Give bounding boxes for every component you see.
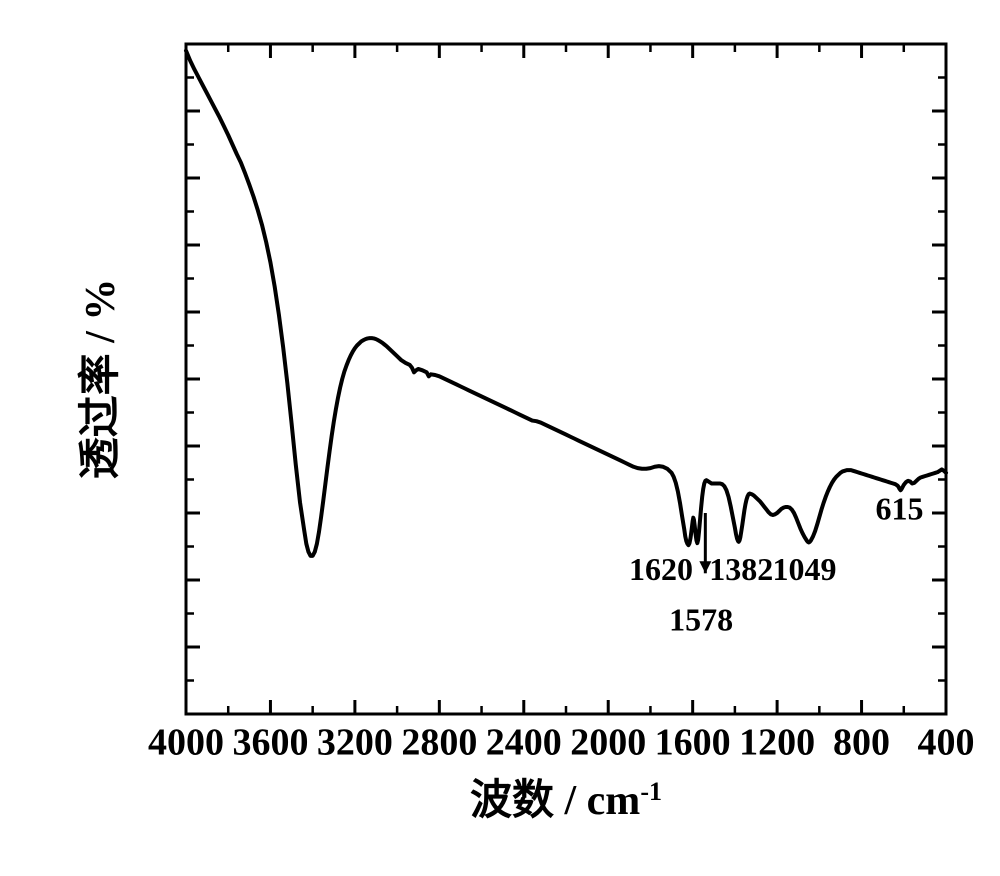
x-tick-label: 1200: [739, 721, 815, 763]
x-tick-label: 4000: [148, 721, 224, 763]
x-tick-label: 3600: [232, 721, 308, 763]
x-tick-label: 2000: [570, 721, 646, 763]
x-tick-label: 2400: [486, 721, 562, 763]
peak-label: 1578: [669, 601, 733, 637]
ir-spectrum-chart: 40003600320028002400200016001200 800 400 16…: [0, 0, 1000, 876]
y-axis-title: 透过率 / %: [77, 279, 124, 480]
plot-frame: [186, 44, 946, 714]
x-tick-label: 400: [918, 721, 975, 763]
x-tick-label: 2800: [401, 721, 477, 763]
x-tick-label: 800: [833, 721, 890, 763]
peak-label: 1049: [773, 551, 837, 587]
peak-label: 615: [876, 491, 924, 527]
spectrum-line: [186, 51, 946, 556]
x-axis-title: 波数 / cm-1: [470, 777, 662, 825]
x-tick-label: 3200: [317, 721, 393, 763]
peak-label: 1620: [629, 551, 693, 587]
chart-svg: 40003600320028002400200016001200 800 400 16…: [0, 0, 1000, 876]
peak-label: 1382: [709, 551, 773, 587]
x-tick-label: 1600: [655, 721, 731, 763]
